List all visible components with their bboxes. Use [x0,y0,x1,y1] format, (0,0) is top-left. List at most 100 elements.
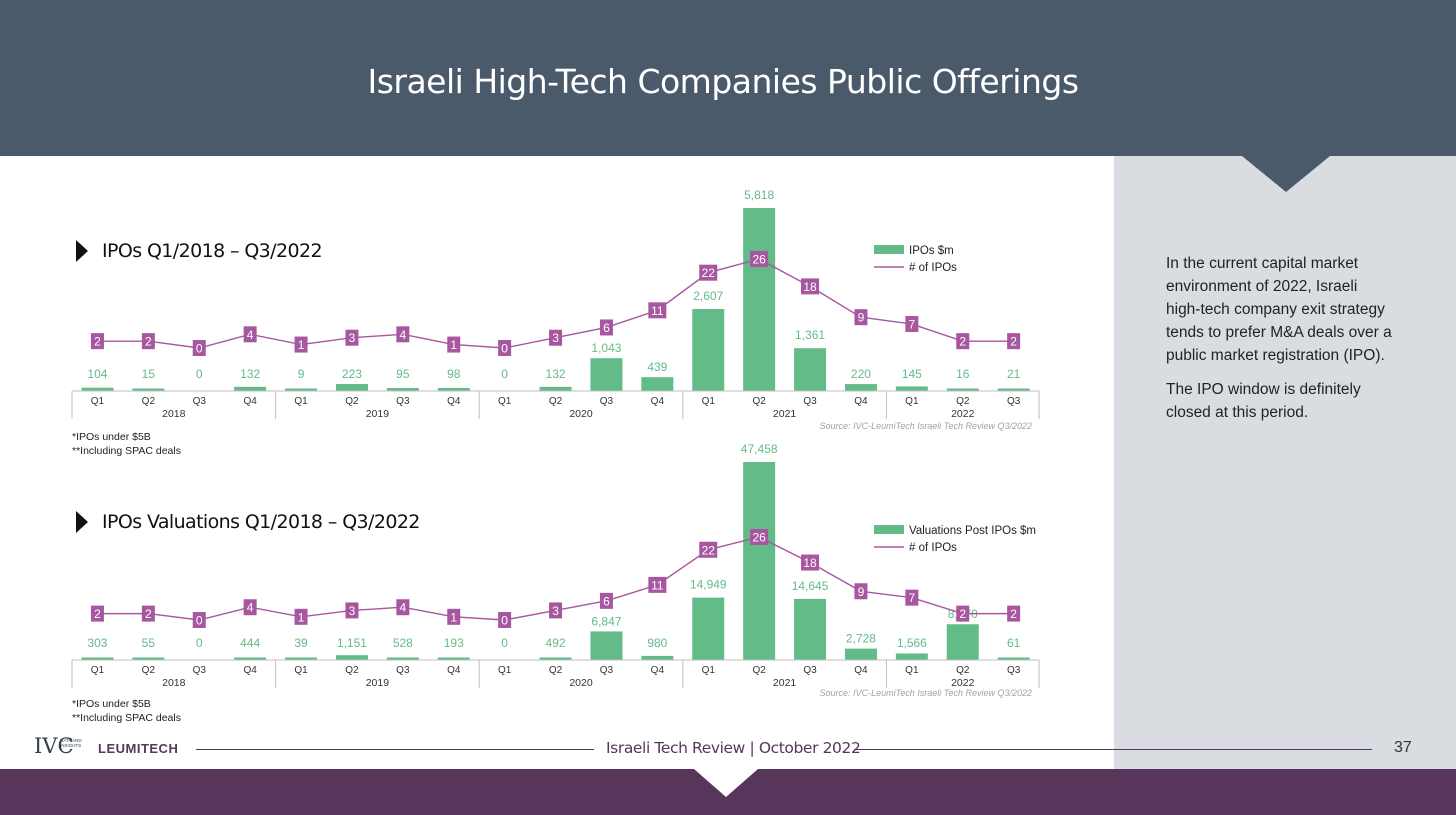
chart2-x-tick-label: Q2 [752,665,766,676]
chart2-x-tick-label: Q2 [956,665,970,676]
chart1-source: Source: IVC-LeumiTech Israeli Tech Revie… [819,421,1032,431]
chart1-year-label: 2020 [569,408,593,420]
chart2-bar [641,655,674,660]
chart2-bar-value-label: 2,728 [846,632,876,646]
footer-divider-right [854,749,1372,750]
chart2-ipo-count-marker [854,583,868,600]
chart2-ipo-count-label: 4 [400,601,407,615]
chart2-x-tick-label: Q4 [854,665,868,676]
chart2-bar [997,657,1030,660]
chart2-ipo-count-label: 9 [858,585,865,599]
chart2-ipo-count-label: 3 [349,604,356,618]
chart1-x-tick-label: Q3 [193,396,207,407]
chart1-bar-value-label: 98 [447,367,461,381]
chart1-bar-value-label: 0 [501,367,508,381]
chart2-title-text: IPOs Valuations Q1/2018 – Q3/2022 [102,511,420,533]
chart1-x-tick-label: Q4 [243,396,257,407]
chart2-ipo-count-marker [396,599,410,616]
side-paragraph-2: The IPO window is definitely closed at t… [1166,381,1361,421]
chart1-ipo-count-label: 3 [349,331,356,345]
chart2-bar-value-label: 1,566 [897,636,927,650]
chart1-bar [794,348,827,391]
chart1-x-tick-label: Q4 [854,396,868,407]
chart1-bar [743,208,776,391]
chart1-x-tick-label: Q2 [956,396,970,407]
chart1-ipo-count-label: 11 [651,304,664,318]
chart1-year-label: 2021 [773,408,797,420]
chart1-bar-value-label: 439 [647,360,667,374]
chart1-ipo-count-marker [243,326,257,343]
chart2-ipo-count-label: 2 [1010,607,1017,621]
chart1-note-2: **Including SPAC deals [72,445,181,457]
chart2-ipo-count-label: 22 [702,543,716,557]
ivc-logo-mark: IVC [34,734,74,758]
chart2-year-label: 2019 [366,677,390,689]
chart2-x-tick-label: Q2 [142,665,156,676]
chart1-title: IPOs Q1/2018 – Q3/2022 [76,240,323,262]
chart1-bar-value-label: 5,818 [744,188,774,202]
chart1-year-label: 2019 [366,408,390,420]
chart2-bar-value-label: 492 [546,636,566,650]
chart2-ipo-count-marker [294,608,308,625]
footer-divider-left [196,749,594,750]
chart1-ipo-count-label: 2 [145,335,152,349]
chart1-x-tick-label: Q3 [600,396,614,407]
chart2-ipo-count-marker [599,592,613,609]
chart1-ipo-count-label: 6 [603,321,610,335]
chart2-note-2: **Including SPAC deals [72,712,181,724]
chart2-bar-value-label: 47,458 [741,442,778,456]
chart2-bar-value-label: 55 [142,636,156,650]
chart1-bar [641,377,674,391]
ivc-logo: IVC DATA AND INSIGHTS [34,734,82,758]
chart1-bar-value-label: 223 [342,367,362,381]
chart1-ipo-count-marker [854,309,868,326]
chart1-bar-value-label: 1,361 [795,328,825,342]
chart1-ipo-count-label: 2 [1010,335,1017,349]
chart2-ipo-count-label: 0 [501,614,508,628]
chart2-bar [692,597,725,660]
chart1-ipo-count-label: 4 [400,328,407,342]
chart1-ipo-count-label: 9 [858,311,865,325]
chart1-bar-value-label: 0 [196,367,203,381]
header-notch [1242,156,1330,192]
chart1-ipo-count-marker [90,333,104,350]
chart2-ipo-count-marker [801,554,820,571]
chart2-bar [794,598,827,660]
chart1-bar-value-label: 220 [851,367,871,381]
chart2-x-tick-label: Q1 [702,665,716,676]
chart2-x-tick-label: Q1 [905,665,919,676]
chart1-ipo-count-marker [447,336,461,353]
chart2-bar-value-label: 14,949 [690,578,727,592]
chart2-ipo-count-marker [141,605,155,622]
chart1-bar [285,388,318,391]
chart2-x-tick-label: Q3 [803,665,817,676]
chart2-ipo-count-marker [699,541,718,558]
chart1-ipos: 104 15 0 132 9 223 95 98 0 1321,0434392,6075,8181… [71,188,1040,420]
chart1-ipo-count-label: 18 [803,280,817,294]
chart1-ipo-count-label: 7 [909,318,916,332]
chart1-bar [81,387,114,391]
footer-title: Israeli Tech Review | October 2022 [606,739,861,757]
chart2-bar [946,624,979,660]
chart2-legend-line-label: # of IPOs [909,542,957,554]
chart2-x-tick-label: Q2 [345,665,359,676]
chart2-ipo-count-label: 26 [752,531,766,545]
chart2-legend-bar-swatch [874,525,904,534]
chart1-x-tick-label: Q1 [702,396,716,407]
chart2-bar [81,657,114,660]
chart2-year-label: 2021 [773,677,797,689]
chart1-x-tick-label: Q3 [1007,396,1021,407]
chart1-x-tick-label: Q3 [396,396,410,407]
chart1-title-text: IPOs Q1/2018 – Q3/2022 [102,240,323,262]
chart1-ipo-count-marker [801,278,820,295]
chart1-ipo-count-label: 22 [702,266,716,280]
chart1-ipo-count-marker [549,329,563,346]
chart2-x-tick-label: Q1 [498,665,512,676]
chart1-ipo-count-marker [192,340,206,356]
chart2-bar [895,653,928,660]
chart2-bar [743,462,776,660]
chart2-bar [234,657,267,660]
chart2-bar-value-label: 14,645 [792,579,829,593]
chart1-bar [437,387,470,391]
chart2-x-tick-label: Q3 [396,665,410,676]
